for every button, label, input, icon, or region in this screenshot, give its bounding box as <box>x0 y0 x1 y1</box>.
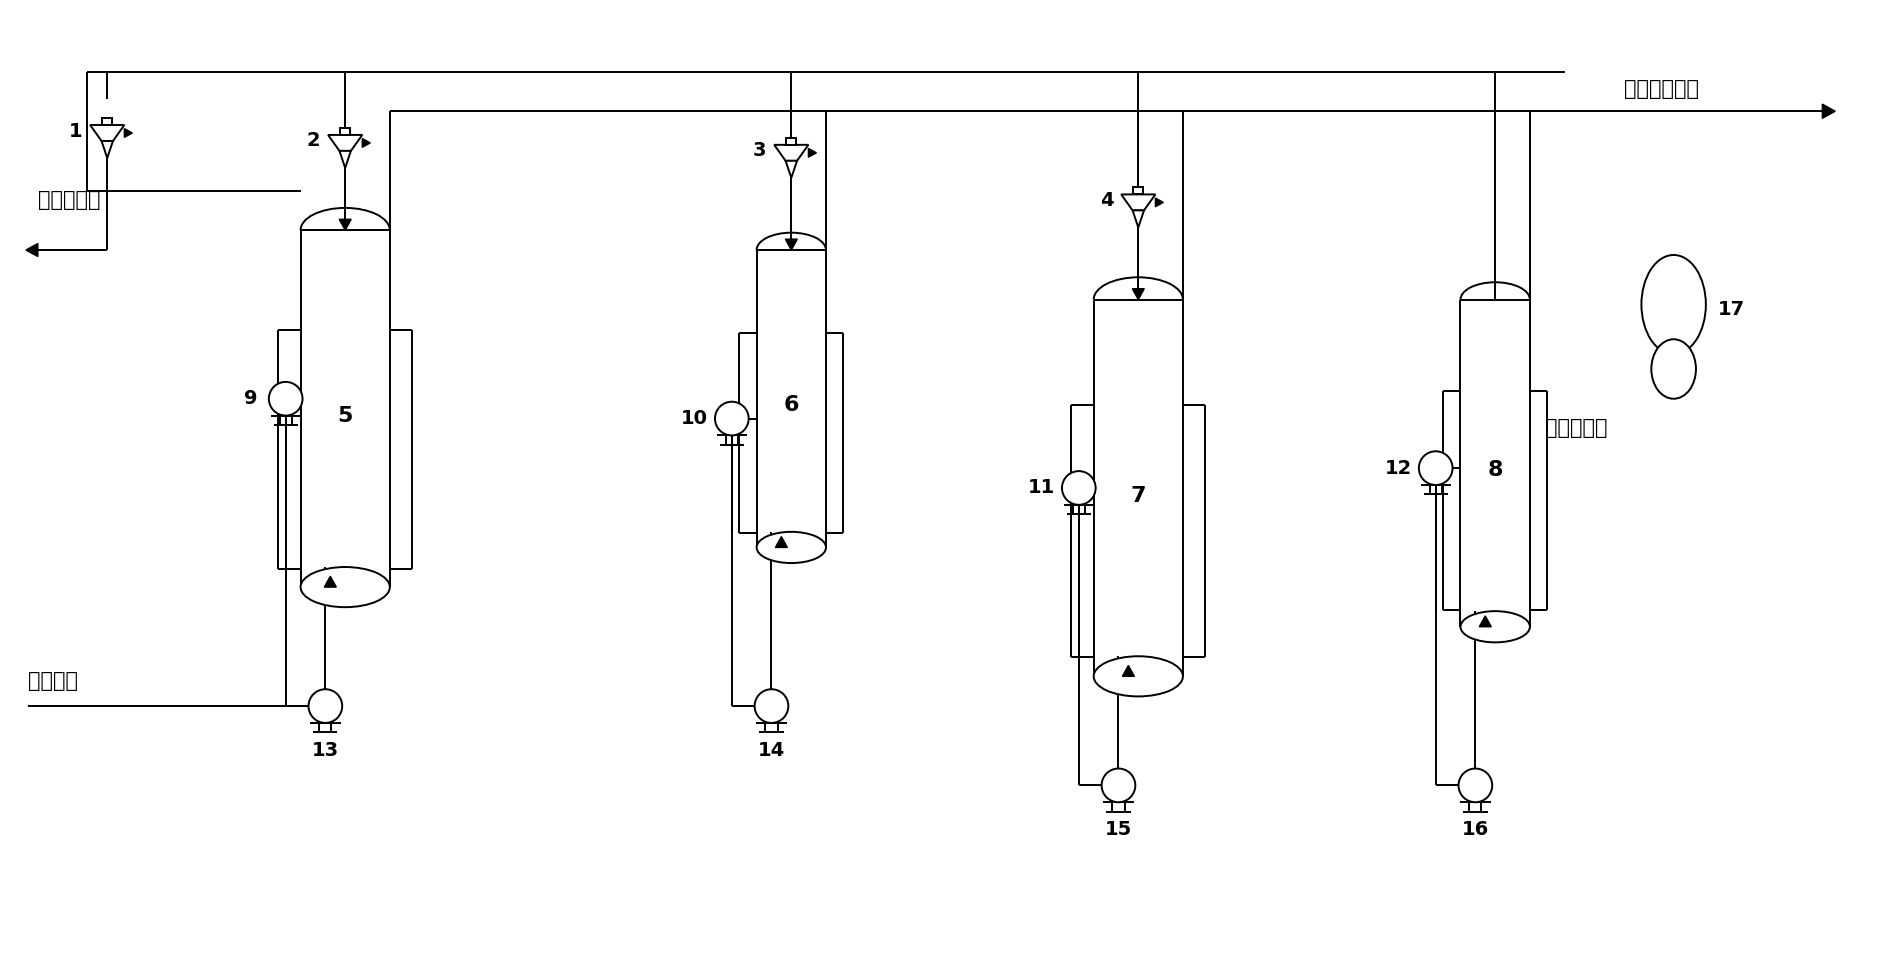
Polygon shape <box>324 576 337 588</box>
Text: 3: 3 <box>754 141 767 161</box>
Polygon shape <box>776 536 788 548</box>
Polygon shape <box>339 151 350 168</box>
Polygon shape <box>1132 288 1144 300</box>
Text: 9: 9 <box>245 389 258 408</box>
Text: 12: 12 <box>1385 459 1411 477</box>
Text: 新鲜物料: 新鲜物料 <box>28 671 77 691</box>
Bar <box>102 118 113 125</box>
Text: 10: 10 <box>680 409 708 428</box>
Bar <box>341 128 350 135</box>
Polygon shape <box>26 244 38 257</box>
Text: 15: 15 <box>1104 821 1132 839</box>
Ellipse shape <box>301 567 390 607</box>
Ellipse shape <box>1641 255 1705 354</box>
Text: 新鲜催化剂: 新鲜催化剂 <box>1545 418 1607 439</box>
Text: 6: 6 <box>784 395 799 414</box>
Circle shape <box>309 689 343 723</box>
Circle shape <box>269 382 303 415</box>
Text: 17: 17 <box>1718 300 1745 319</box>
Polygon shape <box>774 145 808 161</box>
Circle shape <box>755 689 788 723</box>
Polygon shape <box>102 141 113 158</box>
Polygon shape <box>786 239 797 250</box>
Bar <box>1134 187 1144 195</box>
Text: 5: 5 <box>337 406 352 426</box>
Ellipse shape <box>1460 611 1530 643</box>
Polygon shape <box>124 129 132 137</box>
Polygon shape <box>1132 210 1144 227</box>
Text: 1: 1 <box>68 122 83 140</box>
Polygon shape <box>1121 195 1155 210</box>
Polygon shape <box>339 220 350 230</box>
Text: 2: 2 <box>307 132 320 150</box>
Circle shape <box>1458 769 1492 802</box>
Ellipse shape <box>1095 656 1183 696</box>
Text: 16: 16 <box>1462 821 1488 839</box>
Text: 11: 11 <box>1027 478 1055 498</box>
Polygon shape <box>90 125 124 141</box>
Text: 外排催化剂: 外排催化剂 <box>38 191 100 210</box>
Text: 4: 4 <box>1100 191 1113 210</box>
Polygon shape <box>1822 105 1835 118</box>
Text: 7: 7 <box>1130 486 1145 505</box>
Circle shape <box>1419 451 1453 485</box>
Polygon shape <box>362 138 371 147</box>
Text: 13: 13 <box>311 741 339 760</box>
Polygon shape <box>1155 198 1164 207</box>
Polygon shape <box>786 161 797 178</box>
Text: 8: 8 <box>1488 460 1503 480</box>
Circle shape <box>714 402 748 436</box>
Polygon shape <box>808 148 816 157</box>
Bar <box>786 137 797 145</box>
Ellipse shape <box>1652 339 1696 399</box>
Text: 14: 14 <box>757 741 786 760</box>
Polygon shape <box>328 135 362 151</box>
Circle shape <box>1102 769 1136 802</box>
Circle shape <box>1063 471 1096 505</box>
Text: 去精密过滤器: 去精密过滤器 <box>1624 79 1699 100</box>
Polygon shape <box>1123 665 1134 677</box>
Polygon shape <box>1479 616 1492 626</box>
Ellipse shape <box>757 531 825 563</box>
